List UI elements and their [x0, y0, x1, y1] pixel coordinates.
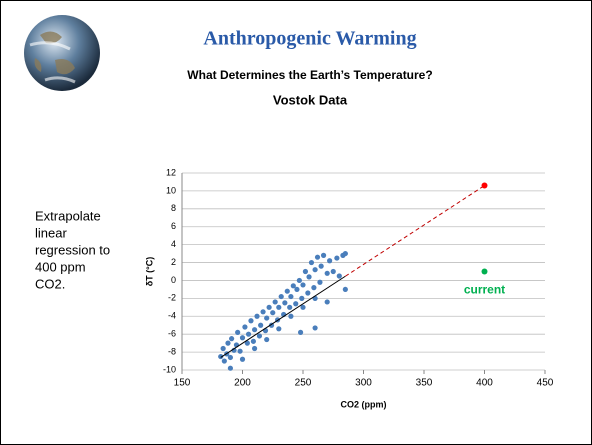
data-point [313, 325, 318, 330]
data-point [309, 260, 314, 265]
data-point [306, 274, 311, 279]
x-tick-label: 350 [416, 378, 433, 389]
data-point [285, 289, 290, 294]
data-point [279, 294, 284, 299]
data-point [235, 330, 240, 335]
data-point [240, 335, 245, 340]
data-point [228, 355, 233, 360]
note-line: regression to [35, 242, 110, 257]
data-point [343, 251, 348, 256]
data-point [334, 255, 339, 260]
data-point [267, 305, 272, 310]
y-tick-label: 8 [171, 203, 176, 213]
data-point [288, 294, 293, 299]
data-point [303, 269, 308, 274]
x-tick-label: 150 [174, 378, 191, 389]
data-point [298, 330, 303, 335]
data-point [246, 332, 251, 337]
data-point [482, 269, 488, 275]
x-tick-label: 300 [355, 378, 372, 389]
data-point [331, 269, 336, 274]
data-point [282, 300, 287, 305]
data-point [321, 253, 326, 258]
y-tick-label: -10 [163, 364, 176, 374]
note-line: Extrapolate [35, 208, 101, 223]
x-tick-label: 400 [476, 378, 493, 389]
globe-icon [24, 15, 100, 91]
data-point [273, 299, 278, 304]
data-point [222, 358, 227, 363]
data-point [252, 346, 257, 351]
data-point [248, 318, 253, 323]
data-point [313, 267, 318, 272]
data-point [287, 305, 292, 310]
data-point [221, 346, 226, 351]
data-point [260, 309, 265, 314]
note-line: linear [35, 225, 67, 240]
y-tick-label: 10 [166, 185, 176, 195]
x-tick-label: 450 [537, 378, 554, 389]
data-point [288, 314, 293, 319]
data-point [325, 271, 330, 276]
y-tick-label: 2 [171, 257, 176, 267]
data-point [254, 314, 259, 319]
slide-subtitle: What Determines the Earth’s Temperature? [187, 68, 432, 82]
data-point [228, 366, 233, 371]
note-line: 400 ppm [35, 259, 86, 274]
data-point [311, 285, 316, 290]
data-point [315, 255, 320, 260]
data-point [225, 341, 230, 346]
data-point [252, 327, 257, 332]
y-axis-label: δT (°C) [144, 257, 154, 287]
data-point [229, 336, 234, 341]
y-tick-label: -2 [168, 293, 176, 303]
data-point [319, 264, 324, 269]
data-point [293, 301, 298, 306]
data-point [297, 278, 302, 283]
data-point [300, 282, 305, 287]
y-tick-label: -6 [168, 329, 176, 339]
data-point [257, 333, 262, 338]
slide: Anthropogenic Warming What Determines th… [0, 0, 592, 445]
data-point [258, 323, 263, 328]
y-tick-label: 12 [166, 167, 176, 177]
y-tick-label: 6 [171, 221, 176, 231]
data-point [299, 296, 304, 301]
data-point [343, 287, 348, 292]
data-point [325, 299, 330, 304]
slide-title: Anthropogenic Warming [203, 28, 416, 50]
data-point [305, 290, 310, 295]
y-tick-label: -4 [168, 311, 176, 321]
data-point [264, 337, 269, 342]
data-point [242, 324, 247, 329]
data-point [270, 310, 275, 315]
data-point [482, 183, 488, 189]
y-tick-label: 0 [171, 275, 176, 285]
data-point [251, 339, 256, 344]
data-point [237, 349, 242, 354]
data-point [240, 357, 245, 362]
data-point [327, 258, 332, 263]
data-point [337, 273, 342, 278]
y-tick-label: -8 [168, 346, 176, 356]
annotation: current [464, 283, 505, 297]
x-tick-label: 200 [234, 378, 251, 389]
data-point [317, 280, 322, 285]
data-point [264, 315, 269, 320]
data-point [276, 326, 281, 331]
note-line: CO2. [35, 276, 65, 291]
x-axis-label: CO2 (ppm) [341, 399, 387, 409]
data-point [276, 305, 281, 310]
x-tick-label: 250 [295, 378, 312, 389]
slide-heading: Vostok Data [273, 92, 348, 107]
y-tick-label: 4 [171, 239, 176, 249]
data-point [294, 287, 299, 292]
